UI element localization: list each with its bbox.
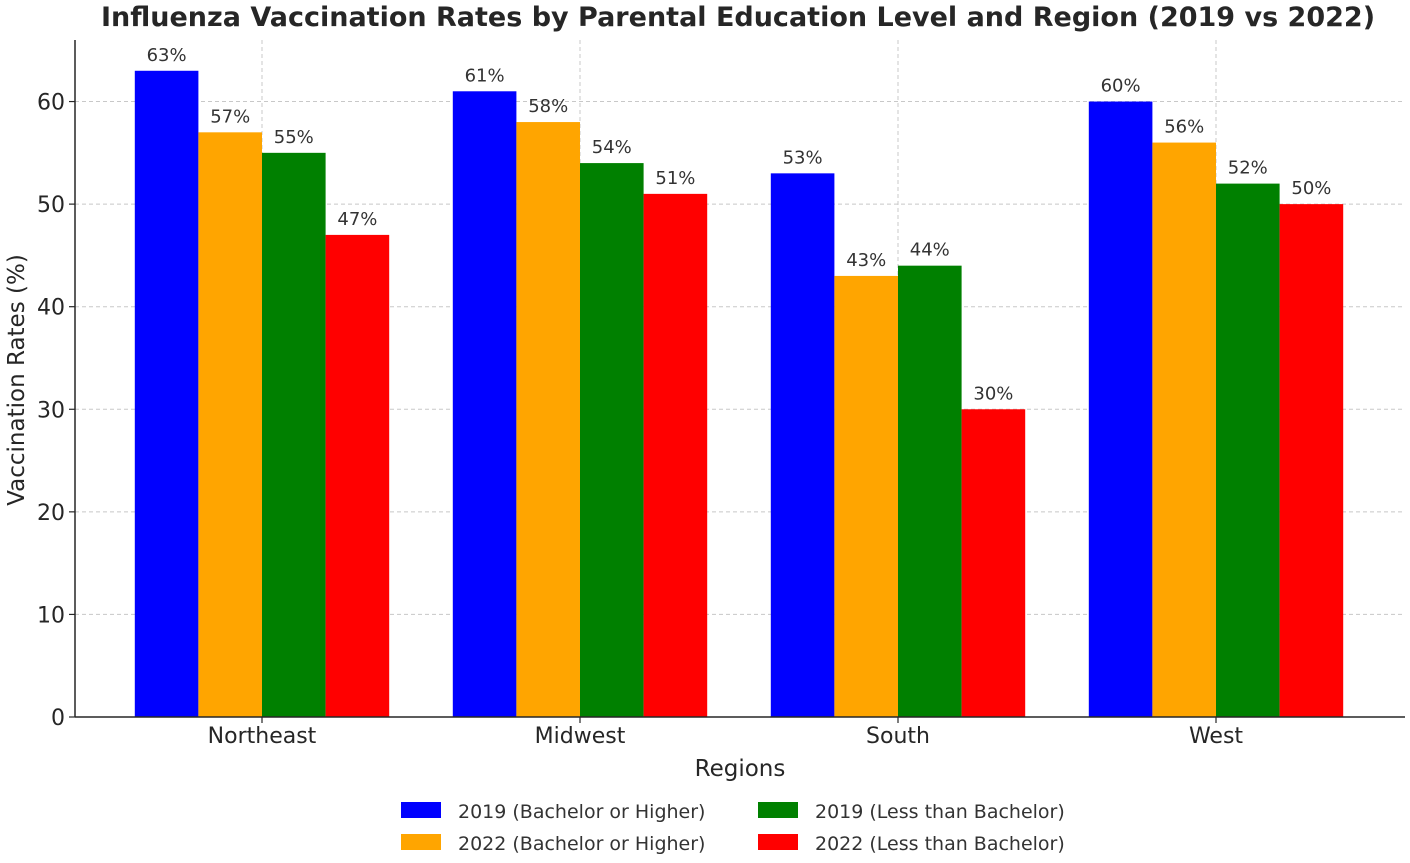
legend-swatch-2019-less-than-bachelor bbox=[758, 802, 798, 818]
bar-west-2019-less-than-bachelor bbox=[1216, 183, 1280, 717]
x-axis-label: Regions bbox=[695, 756, 786, 782]
bar-northeast-2022-less-than-bachelor bbox=[325, 234, 390, 718]
bars-layer bbox=[134, 70, 1344, 718]
axes-layer: 0 10 20 30 40 50 60 Northeast Midwest South West bbox=[37, 40, 1405, 749]
legend-label-2019-less-than-bachelor: 2019 (Less than Bachelor) bbox=[815, 801, 1065, 823]
data-label: 52% bbox=[1228, 158, 1268, 179]
data-label: 47% bbox=[337, 209, 377, 230]
legend-swatch-2022-less-than-bachelor bbox=[758, 834, 798, 850]
chart-title: Influenza Vaccination Rates by Parental … bbox=[101, 2, 1375, 33]
bar-west-2022-less-than-bachelor bbox=[1279, 204, 1344, 717]
data-label: 56% bbox=[1164, 117, 1204, 138]
y-tick-label: 60 bbox=[37, 91, 65, 116]
legend-swatch-2019-bachelor-or-higher bbox=[401, 802, 441, 818]
y-tick-label: 50 bbox=[37, 193, 65, 218]
data-label: 43% bbox=[846, 250, 886, 271]
y-tick-label: 30 bbox=[37, 398, 65, 423]
data-label: 44% bbox=[910, 240, 950, 261]
bar-south-2019-less-than-bachelor bbox=[898, 265, 962, 717]
data-label: 54% bbox=[592, 137, 632, 158]
legend-label-2022-bachelor-or-higher: 2022 (Bachelor or Higher) bbox=[458, 833, 705, 855]
legend-label-2019-bachelor-or-higher: 2019 (Bachelor or Higher) bbox=[458, 801, 705, 823]
data-label: 57% bbox=[210, 106, 250, 127]
y-tick-label: 40 bbox=[37, 296, 65, 321]
data-label: 51% bbox=[655, 168, 695, 189]
bar-northeast-2019-bachelor-or-higher bbox=[134, 70, 199, 718]
x-tick-label-west: West bbox=[1189, 724, 1243, 749]
legend: 2019 (Bachelor or Higher) 2022 (Bachelor … bbox=[401, 801, 1065, 855]
bar-northeast-2022-bachelor-or-higher bbox=[198, 132, 262, 717]
x-tick-label-midwest: Midwest bbox=[535, 724, 626, 749]
bar-northeast-2019-less-than-bachelor bbox=[262, 152, 326, 718]
x-tick-label-south: South bbox=[866, 724, 930, 749]
data-label: 63% bbox=[147, 45, 187, 66]
bar-midwest-2022-less-than-bachelor bbox=[643, 193, 708, 717]
data-labels-layer: 63% 61% 53% 60% 57% 58% 43% 56% 55% 54% 44% 52% 47% 5… bbox=[147, 45, 1332, 405]
data-label: 50% bbox=[1291, 178, 1331, 199]
legend-label-2022-less-than-bachelor: 2022 (Less than Bachelor) bbox=[815, 833, 1065, 855]
bar-south-2019-bachelor-or-higher bbox=[770, 173, 835, 717]
y-tick-label: 10 bbox=[37, 603, 65, 628]
data-label: 58% bbox=[528, 96, 568, 117]
bar-south-2022-less-than-bachelor bbox=[961, 409, 1026, 717]
data-label: 55% bbox=[274, 127, 314, 148]
bar-midwest-2022-bachelor-or-higher bbox=[516, 122, 580, 717]
y-axis-label: Vaccination Rates (%) bbox=[4, 254, 30, 506]
bar-midwest-2019-less-than-bachelor bbox=[580, 163, 644, 717]
data-label: 61% bbox=[465, 65, 505, 86]
bar-south-2022-bachelor-or-higher bbox=[834, 275, 898, 717]
data-label: 60% bbox=[1101, 76, 1141, 97]
legend-swatch-2022-bachelor-or-higher bbox=[401, 834, 441, 850]
bar-west-2019-bachelor-or-higher bbox=[1088, 101, 1153, 717]
y-tick-label: 20 bbox=[37, 501, 65, 526]
data-label: 53% bbox=[783, 147, 823, 168]
x-tick-label-northeast: Northeast bbox=[208, 724, 317, 749]
bar-west-2022-bachelor-or-higher bbox=[1152, 142, 1216, 718]
data-label: 30% bbox=[973, 383, 1013, 404]
bar-midwest-2019-bachelor-or-higher bbox=[452, 91, 517, 717]
y-tick-label: 0 bbox=[51, 706, 65, 731]
